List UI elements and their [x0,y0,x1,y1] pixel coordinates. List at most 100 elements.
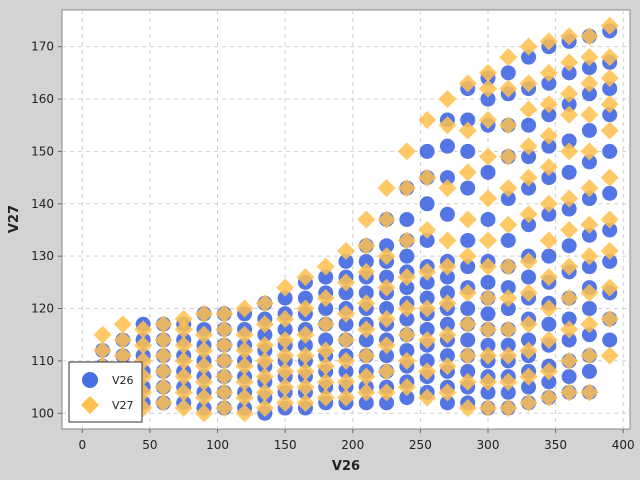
point-v27 [134,320,153,339]
point-v27 [174,399,193,418]
point-v27 [519,393,538,412]
point-v27 [519,341,538,360]
point-v26 [500,301,516,317]
point-v27 [296,393,315,412]
point-v27 [215,399,234,418]
point-v26 [419,143,435,159]
y-tick-label: 150 [31,144,54,158]
point-v26 [439,285,455,301]
point-v27 [377,310,396,329]
point-v27 [397,268,416,287]
point-v26 [439,138,455,154]
point-v27 [580,105,599,124]
point-v26 [358,253,374,269]
point-v27 [316,357,335,376]
point-v27 [479,110,497,129]
point-v26 [480,337,496,353]
legend-marker-v26 [82,372,98,388]
point-v26 [318,332,334,348]
legend-label-v26: V26 [112,374,134,387]
point-v27 [377,278,396,297]
point-v27 [337,273,355,292]
point-v27 [560,27,579,46]
point-v27 [519,100,538,119]
point-v27 [479,63,497,82]
point-v27 [296,325,315,344]
x-tick-label: 400 [612,438,635,452]
point-v27 [499,320,518,339]
x-tick-label: 50 [142,438,157,452]
point-v26 [318,269,334,285]
point-v27 [215,351,234,370]
legend-box [68,361,143,423]
y-tick-label: 110 [31,354,54,368]
point-v27 [195,388,213,407]
point-v27 [337,351,355,370]
point-v26 [439,206,455,222]
point-v27 [438,325,457,344]
point-v27 [316,388,335,407]
point-v27 [397,378,416,397]
point-v27 [580,179,599,198]
point-v27 [397,351,416,370]
point-v26 [419,274,435,290]
point-v26 [561,201,577,217]
point-v26 [399,248,415,264]
point-v27 [397,231,416,250]
point-v27 [458,210,477,229]
point-v26 [500,280,516,296]
point-v26 [541,374,557,390]
point-v26 [439,348,455,364]
point-v27 [600,121,619,140]
point-v27 [418,362,437,381]
point-v27 [600,241,619,260]
point-v26 [297,290,313,306]
point-v27 [519,37,538,56]
point-v27 [519,283,538,302]
point-v27 [479,189,497,208]
point-v27 [195,357,213,376]
point-v27 [235,299,254,318]
point-v27 [560,289,579,308]
point-v27 [479,257,497,276]
point-v26 [521,332,537,348]
point-v26 [602,332,618,348]
point-v26 [521,379,537,395]
point-v27 [316,315,335,334]
point-v27 [560,383,579,402]
point-v26 [521,117,537,133]
point-v27 [397,299,416,318]
point-v27 [438,179,457,198]
point-v27 [276,346,295,365]
point-v27 [560,84,579,103]
point-v26 [521,269,537,285]
point-v27 [580,27,599,46]
point-v27 [255,294,274,313]
point-v27 [479,346,497,365]
point-v27 [215,304,234,323]
point-v26 [277,321,293,337]
point-v27 [600,278,619,297]
point-v26 [460,332,476,348]
point-v27 [560,257,579,276]
point-v27 [580,215,599,234]
point-v26 [358,285,374,301]
point-v26 [297,337,313,353]
point-v27 [377,362,396,381]
point-v27 [316,372,335,391]
legend-marker-v27 [81,396,99,414]
point-v26 [480,212,496,227]
point-v27 [154,393,173,412]
point-v26 [460,363,476,379]
point-v27 [560,220,579,239]
point-v27 [174,336,193,355]
point-v27 [560,53,579,72]
point-v27 [174,351,193,370]
point-v27 [458,247,477,266]
point-v27 [580,315,599,334]
point-v27 [255,399,274,418]
point-v27 [499,79,518,98]
y-tick-label: 140 [31,197,54,211]
point-v26 [581,191,597,207]
point-v27 [519,74,538,93]
